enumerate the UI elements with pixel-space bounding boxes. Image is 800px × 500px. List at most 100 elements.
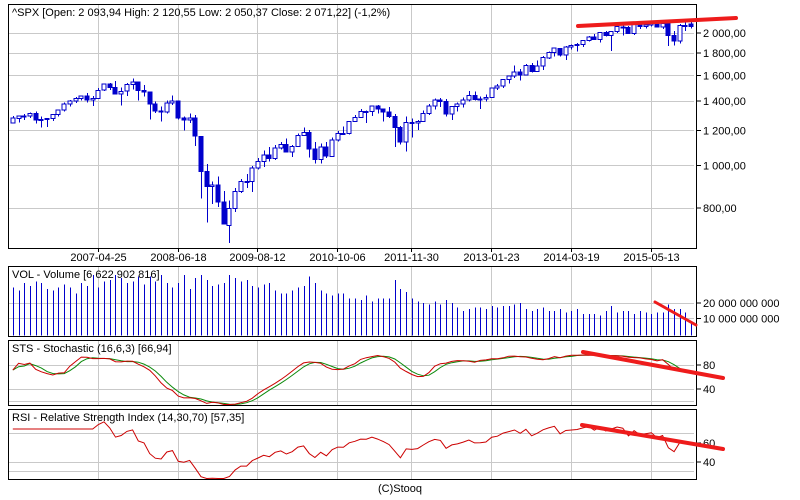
candle-down	[158, 110, 164, 113]
rsi-trendline	[580, 423, 725, 451]
candle-up	[677, 25, 683, 42]
axis-label: 40	[703, 457, 715, 469]
candle-up	[432, 99, 438, 107]
candle-up	[540, 57, 546, 67]
candle-up	[289, 146, 295, 153]
candle-down	[620, 26, 626, 29]
candle-down	[443, 100, 449, 115]
candle-down	[33, 113, 39, 121]
candlestick-series	[10, 20, 694, 243]
stochastic-lines	[12, 354, 692, 406]
candle-down	[312, 148, 318, 161]
candle-up	[101, 83, 107, 91]
candle-down	[323, 146, 329, 157]
candle-up	[318, 146, 324, 161]
candle-down	[671, 35, 677, 42]
candle-down	[409, 121, 415, 124]
candle-up	[466, 95, 472, 101]
candle-down	[152, 103, 158, 112]
rsi-panel-header: RSI - Relative Strength Index (14,30,70)…	[12, 412, 244, 424]
candle-up	[90, 97, 96, 101]
candle-up	[272, 147, 278, 160]
candle-down	[107, 83, 113, 88]
candle-down	[397, 127, 403, 143]
candle-up	[329, 139, 335, 157]
axis-label: 1 000,00	[703, 160, 746, 172]
candle-down	[215, 184, 221, 203]
axis-labels: 2 000,00 1 800,00 1 600,00 1 400,00 1 200,00…	[70, 28, 779, 469]
candle-up	[574, 43, 580, 47]
candle-down	[147, 91, 153, 105]
candle-down	[181, 117, 187, 121]
candle-up	[16, 115, 22, 119]
date-label: 2007-04-25	[70, 252, 126, 264]
candle-up	[124, 84, 130, 92]
candle-up	[27, 113, 33, 117]
candle-down	[591, 36, 597, 41]
candle-down	[392, 116, 398, 129]
candle-up	[608, 30, 614, 37]
candle-up	[586, 36, 592, 41]
candle-up	[494, 85, 500, 89]
candle-up	[169, 100, 175, 104]
axis-label: 1 200,00	[703, 126, 746, 138]
axis-label: 1 400,00	[703, 96, 746, 108]
candle-up	[506, 75, 512, 80]
candle-up	[164, 102, 170, 113]
candle-down	[204, 170, 210, 187]
candle-up	[614, 26, 620, 32]
axis-label: 80	[703, 360, 715, 372]
candle-up	[511, 71, 517, 77]
candle-up	[483, 97, 489, 100]
candle-up	[551, 47, 557, 53]
candle-up	[249, 167, 255, 182]
axis-label: 10 000 000 000	[703, 314, 779, 326]
sts-panel-header: STS - Stochastic (16,6,3) [66,94]	[12, 343, 172, 355]
candle-down	[375, 105, 381, 110]
candle-down	[112, 87, 118, 95]
candle-up	[95, 89, 101, 99]
rsi-line-series	[12, 421, 692, 480]
candle-up	[244, 181, 250, 183]
candle-down	[283, 143, 289, 153]
candle-up	[477, 98, 483, 101]
candle-up	[682, 25, 688, 27]
candle-down	[175, 100, 181, 119]
candle-up	[73, 98, 79, 102]
trendlines	[576, 16, 738, 451]
candle-up	[50, 114, 56, 120]
candle-up	[278, 144, 284, 149]
candle-up	[534, 65, 540, 73]
axis-label: 2 000,00	[703, 28, 746, 40]
candle-up	[238, 181, 244, 192]
rsi-line	[12, 421, 692, 480]
candle-down	[437, 99, 443, 102]
axis-label: 40	[703, 384, 715, 396]
candle-up	[67, 100, 73, 105]
candle-up	[403, 121, 409, 143]
stochastic-k-line	[12, 354, 692, 405]
volume-panel-border	[8, 266, 697, 337]
candle-up	[38, 119, 44, 122]
candle-down	[198, 135, 204, 172]
candle-up	[563, 46, 569, 56]
candle-up	[255, 160, 261, 169]
candle-down	[84, 95, 90, 101]
date-label: 2011-11-30	[384, 252, 439, 264]
candle-up	[226, 208, 232, 226]
candle-up	[118, 90, 124, 95]
candle-up	[21, 115, 27, 118]
date-label: 2008-06-18	[150, 252, 206, 264]
candle-up	[454, 103, 460, 107]
candle-down	[386, 111, 392, 117]
candle-up	[295, 135, 301, 147]
candle-down	[135, 81, 141, 91]
candle-up	[55, 109, 61, 116]
candle-up	[369, 105, 375, 112]
candle-up	[209, 184, 215, 187]
candle-down	[688, 23, 694, 27]
main-chart-header: ^SPX [Open: 2 093,94 High: 2 120,55 Low:…	[12, 7, 390, 19]
candle-down	[472, 95, 478, 100]
